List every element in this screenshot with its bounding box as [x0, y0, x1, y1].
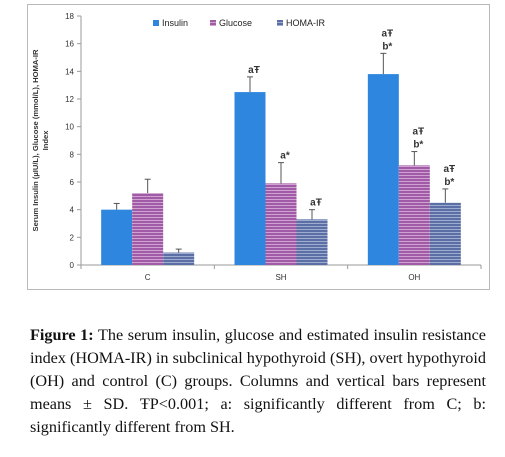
- y-tick-label: 8: [70, 150, 75, 159]
- x-tick-label: SH: [275, 273, 286, 282]
- y-tick-label: 0: [70, 261, 75, 270]
- y-tick-label: 14: [65, 67, 74, 76]
- legend-label-glucose: Glucose: [219, 18, 252, 28]
- bar-homa-ir-sh: [296, 219, 328, 265]
- x-tick-label: OH: [408, 273, 420, 282]
- caption-label: Figure 1:: [30, 326, 94, 344]
- significance-label: aŦ: [310, 198, 322, 209]
- bar-insulin-sh: [234, 92, 266, 265]
- bar-chart: 0 2 4 6 8 10 12 14 16 18 Serum Insulin (µIU/L), Gl…: [31, 12, 482, 282]
- bar-homa-ir-c: [163, 252, 195, 265]
- y-tick-label: 18: [65, 12, 74, 21]
- x-tick-label: C: [145, 273, 151, 282]
- caption-text: The serum insulin, glucose and estimated…: [30, 326, 486, 436]
- significance-label: b*: [382, 41, 392, 52]
- y-tick-label: 10: [65, 123, 74, 132]
- legend-swatch-homa-ir: [277, 20, 283, 26]
- bar-glucose-c: [132, 193, 164, 265]
- significance-label: b*: [444, 177, 454, 188]
- significance-label: a*: [280, 151, 290, 162]
- significance-label: aŦ: [381, 28, 393, 39]
- y-tick-label: 16: [65, 40, 74, 49]
- significance-label: aŦ: [412, 127, 424, 138]
- legend-label-insulin: Insulin: [162, 18, 188, 28]
- legend-label-homa-ir: HOMA-IR: [286, 18, 325, 28]
- bar-insulin-c: [101, 209, 133, 265]
- chart-frame: 0 2 4 6 8 10 12 14 16 18 Serum Insulin (µIU/L), Gl…: [27, 4, 490, 290]
- y-axis-title: Serum Insulin (µIU/L), Glucose (mmol/L),…: [31, 49, 50, 232]
- bar-glucose-sh: [265, 183, 297, 265]
- significance-label: aŦ: [248, 65, 260, 76]
- bar-insulin-oh: [367, 74, 399, 265]
- y-tick-label: 12: [65, 95, 74, 104]
- bar-glucose-oh: [398, 165, 430, 265]
- y-tick-label: 6: [70, 178, 75, 187]
- legend-swatch-glucose: [210, 20, 216, 26]
- bar-homa-ir-oh: [429, 202, 461, 265]
- significance-label: b*: [413, 140, 423, 151]
- significance-label: aŦ: [443, 164, 455, 175]
- y-tick-label: 2: [70, 233, 75, 242]
- figure-caption: Figure 1: The serum insulin, glucose and…: [30, 324, 486, 439]
- legend-swatch-insulin: [153, 20, 159, 26]
- y-tick-label: 4: [70, 206, 75, 215]
